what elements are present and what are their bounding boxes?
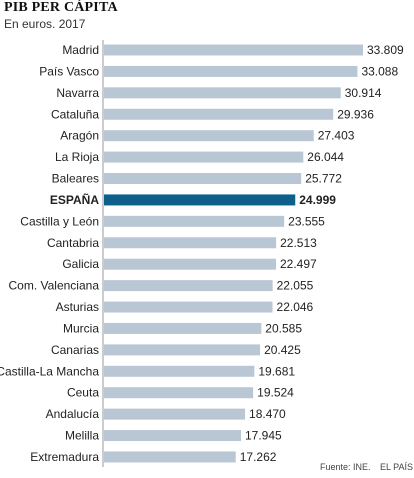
- value-label: 27.403: [318, 129, 355, 143]
- value-label: 30.914: [345, 86, 382, 100]
- category-label: Com. Valenciana: [9, 279, 100, 293]
- category-label: Castilla y León: [20, 214, 99, 228]
- bar: [104, 280, 273, 292]
- value-label: 33.809: [367, 43, 404, 57]
- value-label: 20.425: [264, 343, 301, 357]
- value-label: 22.055: [277, 279, 314, 293]
- bar: [104, 451, 236, 463]
- category-label: Ceuta: [67, 386, 99, 400]
- bar: [104, 237, 277, 249]
- category-label: Cataluña: [51, 107, 99, 121]
- bar: [104, 408, 246, 420]
- bar: [104, 430, 242, 442]
- category-label: Aragón: [60, 129, 99, 143]
- bar: [104, 387, 254, 399]
- chart-title: PIB PER CÁPITA: [4, 0, 118, 15]
- category-label: Cantabria: [47, 236, 99, 250]
- bar: [104, 344, 261, 356]
- value-label: 33.088: [361, 64, 398, 78]
- value-label: 19.524: [257, 386, 294, 400]
- value-label: 18.470: [249, 407, 286, 421]
- category-label: Canarias: [51, 343, 99, 357]
- value-label: 29.936: [337, 107, 374, 121]
- value-label: 23.555: [288, 214, 325, 228]
- bar: [104, 258, 277, 270]
- value-label: 20.585: [265, 321, 302, 335]
- bar: [104, 44, 363, 56]
- category-label: ESPAÑA: [50, 192, 99, 207]
- value-label: 19.681: [258, 364, 295, 378]
- category-label: Melilla: [65, 429, 99, 443]
- category-label: Galicia: [62, 257, 99, 271]
- category-label: Madrid: [62, 43, 99, 57]
- value-label: 22.046: [277, 300, 314, 314]
- bar: [104, 151, 304, 163]
- value-label: 22.513: [280, 236, 317, 250]
- bar: [104, 365, 255, 377]
- category-label: La Rioja: [55, 150, 99, 164]
- value-label: 22.497: [280, 257, 317, 271]
- source-note: Fuente: INE.: [320, 462, 371, 472]
- value-label: 26.044: [307, 150, 344, 164]
- bar: [104, 87, 341, 99]
- value-label: 17.262: [240, 450, 277, 464]
- bar-highlight: [104, 194, 296, 206]
- bar: [104, 65, 358, 77]
- bar: [104, 108, 334, 120]
- value-label: 24.999: [299, 193, 336, 207]
- category-label: Asturias: [56, 300, 99, 314]
- bar: [104, 322, 262, 334]
- bar: [104, 173, 302, 185]
- bar: [104, 301, 273, 313]
- category-label: Extremadura: [30, 450, 99, 464]
- category-label: Baleares: [52, 172, 99, 186]
- category-label: Murcia: [63, 321, 99, 335]
- category-label: País Vasco: [39, 64, 99, 78]
- bar: [104, 215, 285, 227]
- brand-label: EL PAÍS: [380, 462, 414, 472]
- bar: [104, 130, 314, 142]
- category-label: Andalucía: [46, 407, 100, 421]
- category-label: Navarra: [56, 86, 99, 100]
- chart-subtitle: En euros. 2017: [4, 17, 86, 31]
- value-label: 25.772: [305, 172, 342, 186]
- category-label: Castilla-La Mancha: [0, 364, 99, 378]
- value-label: 17.945: [245, 429, 282, 443]
